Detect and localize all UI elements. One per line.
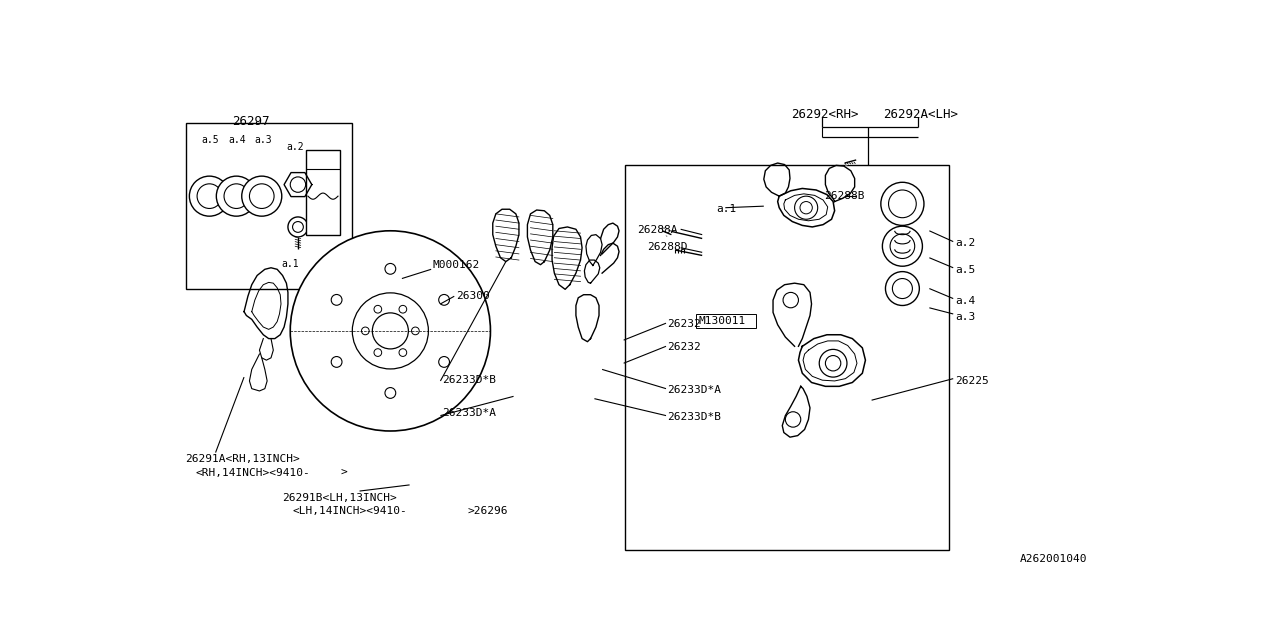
Circle shape	[242, 176, 282, 216]
Bar	[625, 165, 948, 550]
Text: 26292A<LH>: 26292A<LH>	[883, 108, 959, 120]
Text: >26296: >26296	[467, 506, 508, 516]
Circle shape	[795, 196, 818, 220]
Text: 26233D*B: 26233D*B	[442, 375, 495, 385]
Circle shape	[288, 217, 308, 237]
Text: <LH,14INCH><9410-: <LH,14INCH><9410-	[293, 506, 407, 516]
Circle shape	[197, 184, 221, 209]
Circle shape	[385, 264, 396, 274]
Text: 26291B<LH,13INCH>: 26291B<LH,13INCH>	[283, 493, 397, 502]
Text: a.5: a.5	[955, 266, 975, 275]
Circle shape	[800, 202, 813, 214]
Circle shape	[374, 349, 381, 356]
Circle shape	[291, 177, 306, 192]
Text: a.1: a.1	[716, 204, 736, 214]
Text: 26291A<RH,13INCH>: 26291A<RH,13INCH>	[184, 454, 300, 464]
Text: 26233D*A: 26233D*A	[442, 408, 495, 418]
Text: <RH,14INCH><9410-: <RH,14INCH><9410-	[196, 468, 310, 478]
Circle shape	[352, 293, 429, 369]
Text: M000162: M000162	[433, 260, 480, 270]
Circle shape	[412, 327, 420, 335]
Text: 26288D: 26288D	[646, 243, 687, 252]
Circle shape	[399, 349, 407, 356]
Circle shape	[224, 184, 248, 209]
Bar	[187, 123, 352, 289]
Circle shape	[882, 226, 923, 266]
Text: 26232: 26232	[668, 342, 701, 353]
Text: 26300: 26300	[456, 291, 489, 301]
Circle shape	[881, 182, 924, 225]
Text: >: >	[340, 468, 347, 478]
Circle shape	[786, 412, 801, 427]
Circle shape	[216, 176, 256, 216]
Circle shape	[892, 278, 913, 298]
Circle shape	[332, 356, 342, 367]
Circle shape	[439, 294, 449, 305]
Text: a.4: a.4	[229, 134, 246, 145]
Circle shape	[372, 313, 408, 349]
Text: a.3: a.3	[955, 312, 975, 322]
Circle shape	[291, 231, 490, 431]
Circle shape	[189, 176, 229, 216]
Text: 26297: 26297	[233, 115, 270, 128]
Bar	[696, 314, 756, 328]
Circle shape	[439, 356, 449, 367]
Text: A262001040: A262001040	[1020, 554, 1087, 564]
Circle shape	[819, 349, 847, 377]
Circle shape	[385, 388, 396, 398]
Bar	[306, 150, 340, 235]
Text: a.4: a.4	[955, 296, 975, 307]
Text: a.2: a.2	[955, 239, 975, 248]
Text: 26288A: 26288A	[637, 225, 678, 236]
Text: 26292<RH>: 26292<RH>	[791, 108, 859, 120]
Circle shape	[293, 221, 303, 232]
Text: 26232: 26232	[668, 319, 701, 330]
Circle shape	[332, 294, 342, 305]
Text: 26288B: 26288B	[824, 191, 864, 201]
Circle shape	[399, 305, 407, 313]
Circle shape	[361, 327, 369, 335]
Circle shape	[250, 184, 274, 209]
Text: 26233D*A: 26233D*A	[668, 385, 722, 395]
Text: a.5: a.5	[202, 134, 219, 145]
Circle shape	[888, 190, 916, 218]
Circle shape	[374, 305, 381, 313]
Text: a.3: a.3	[253, 134, 271, 145]
Text: M130011: M130011	[699, 316, 745, 326]
Text: a.2: a.2	[287, 142, 305, 152]
Circle shape	[890, 234, 915, 259]
Circle shape	[826, 356, 841, 371]
Circle shape	[783, 292, 799, 308]
Text: a.1: a.1	[282, 259, 298, 269]
Text: 26225: 26225	[955, 376, 988, 385]
Text: 26233D*B: 26233D*B	[668, 412, 722, 422]
Circle shape	[886, 271, 919, 305]
